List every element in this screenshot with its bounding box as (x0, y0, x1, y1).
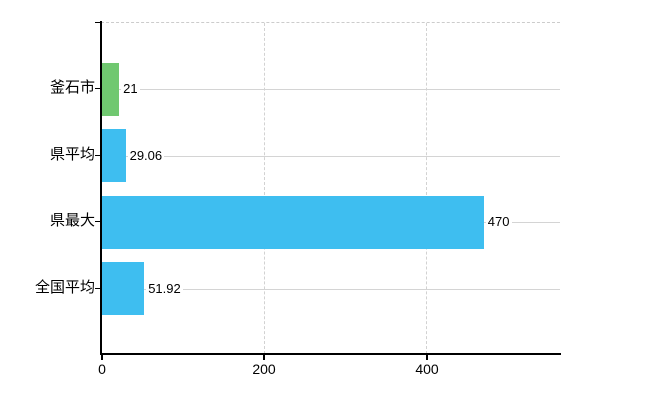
category-label: 県平均 (49, 146, 95, 163)
value-label: 29.06 (127, 148, 165, 163)
x-tick-label: 200 (252, 361, 276, 377)
category-tick-mark (95, 221, 101, 222)
gridline-horizontal (101, 156, 560, 157)
value-label: 51.92 (146, 281, 183, 296)
x-tick-mark (101, 355, 103, 360)
bar-2 (102, 196, 484, 249)
bar-3 (102, 262, 145, 315)
gridline-horizontal (101, 89, 560, 90)
gridline-vertical (263, 23, 265, 354)
x-tick-mark (426, 355, 428, 360)
category-label: 県最大 (49, 212, 95, 229)
gridline-vertical (426, 23, 427, 354)
x-tick-label: 400 (415, 361, 439, 377)
category-tick-mark (95, 155, 101, 156)
y-axis-line (100, 21, 102, 354)
value-label: 470 (485, 214, 512, 229)
category-label: 全国平均 (34, 279, 95, 296)
category-label: 釜石市 (49, 79, 95, 96)
plot-area: 21 29.06 470 51.92 (101, 22, 560, 354)
axis-top-tick-mark (95, 22, 101, 23)
gridline-horizontal (101, 289, 560, 290)
bar-1 (102, 129, 126, 182)
bar-0 (102, 63, 120, 116)
value-label: 21 (121, 81, 140, 96)
category-tick-mark (95, 88, 101, 89)
category-tick-mark (95, 288, 101, 289)
x-axis-line (100, 353, 561, 355)
x-tick-mark (263, 355, 265, 360)
x-tick-label: 0 (98, 361, 106, 377)
